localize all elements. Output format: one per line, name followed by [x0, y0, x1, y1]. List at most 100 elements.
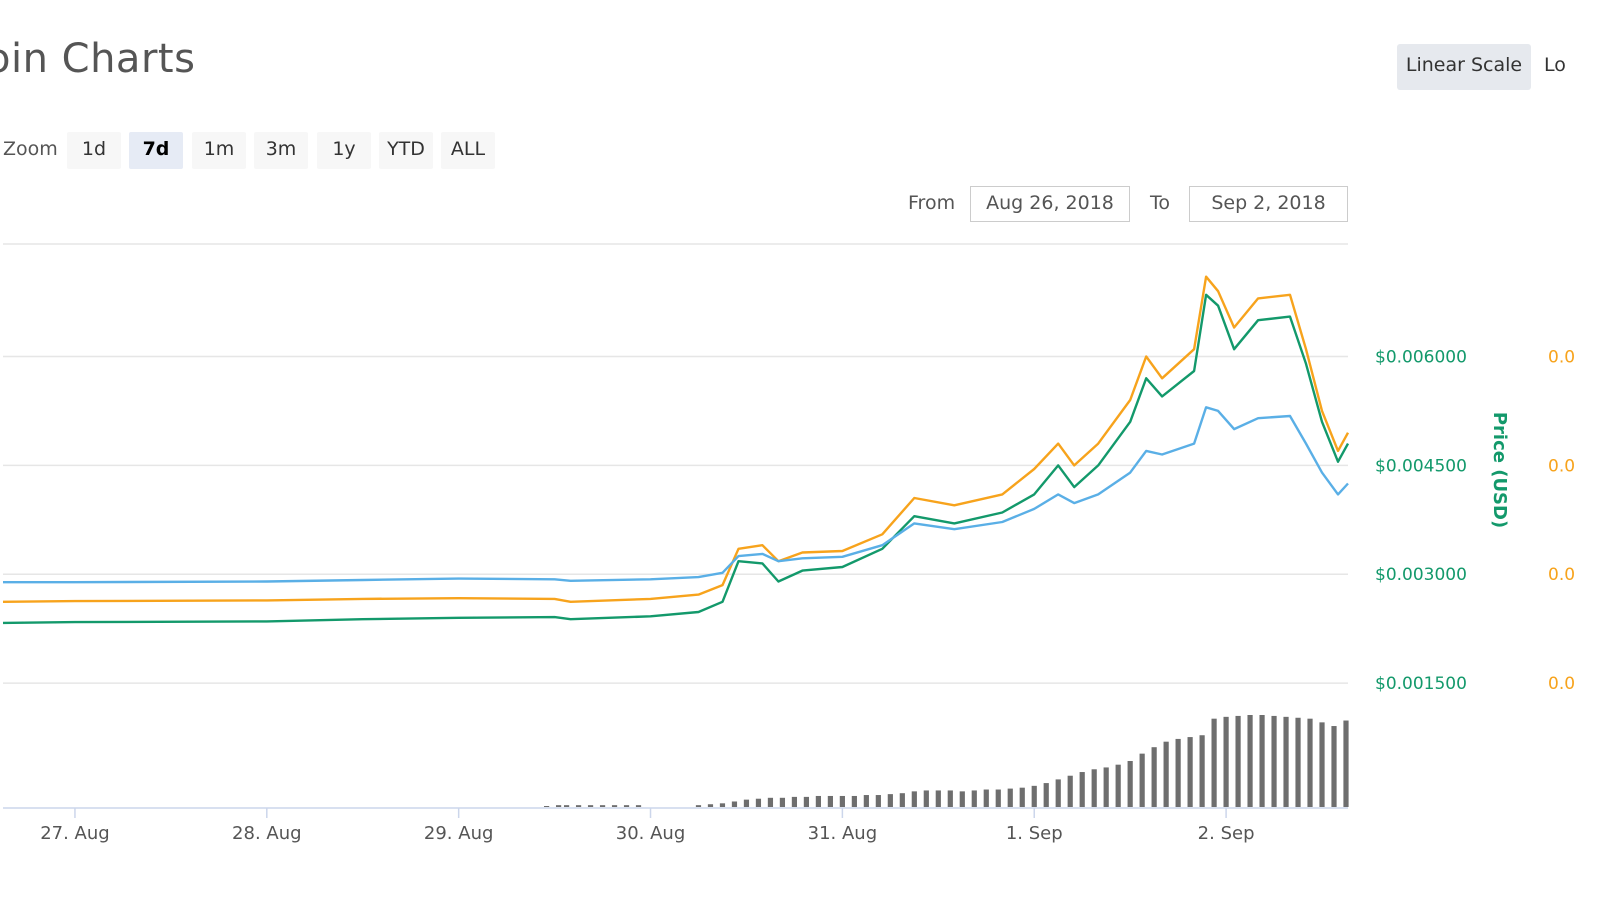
volume-bar — [1331, 726, 1337, 807]
volume-bar — [839, 795, 845, 807]
y-tick-label: $0.006000 — [1375, 348, 1467, 368]
volume-bar — [719, 803, 726, 807]
volume-bar — [899, 793, 905, 807]
volume-bar — [1343, 720, 1349, 807]
volume-bar — [1019, 787, 1025, 807]
volume-bar — [1103, 767, 1109, 807]
x-tick-label: 2. Sep — [1198, 823, 1255, 844]
x-tick-label: 1. Sep — [1006, 823, 1063, 844]
volume-bar — [863, 795, 869, 807]
y-axis-title: Price (USD) — [1489, 412, 1510, 528]
to-date-input[interactable]: Sep 2, 2018 — [1189, 186, 1348, 222]
volume-bar — [1271, 715, 1277, 807]
zoom-ytd-button[interactable]: YTD — [379, 132, 433, 169]
volume-bar — [1283, 716, 1289, 807]
volume-bar — [599, 805, 606, 807]
volume-bar — [731, 801, 738, 807]
volume-bar — [1223, 716, 1229, 807]
y-tick-label-secondary: 0.0 — [1548, 456, 1575, 476]
zoom-3m-button[interactable]: 3m — [254, 132, 308, 169]
volume-bar — [587, 805, 594, 807]
y-tick-label-secondary: 0.0 — [1548, 565, 1575, 585]
x-tick-label: 29. Aug — [424, 823, 494, 844]
volume-bar — [1235, 715, 1241, 807]
price-series-1 — [2, 293, 1350, 625]
volume-bar — [1151, 747, 1157, 807]
x-tick-label: 31. Aug — [808, 823, 878, 844]
volume-bar — [971, 790, 977, 807]
price-series-2 — [3, 406, 1349, 584]
volume-bar — [575, 805, 582, 807]
volume-bar — [1067, 775, 1073, 807]
volume-bar — [779, 797, 786, 807]
y-tick-label-secondary: 0.0 — [1548, 348, 1575, 368]
volume-bar — [1139, 753, 1145, 807]
volume-bar — [983, 789, 989, 807]
page-title: oin Charts — [0, 36, 196, 82]
volume-bar — [1247, 715, 1253, 807]
volume-bar — [743, 799, 750, 807]
volume-bar — [1043, 783, 1049, 807]
volume-bar — [1007, 788, 1013, 807]
y-axis: $0.006000 0.0 $0.004500 0.0 $0.003000 0.0 $0.0… — [1375, 348, 1575, 695]
zoom-all-button[interactable]: ALL — [441, 132, 495, 169]
x-tick-label: 27. Aug — [40, 823, 110, 844]
zoom-7d-button[interactable]: 7d — [129, 132, 183, 169]
volume-bar — [1319, 722, 1325, 807]
price-series-0 — [2, 275, 1350, 603]
to-label: To — [1150, 192, 1171, 214]
zoom-1m-button[interactable]: 1m — [192, 132, 246, 169]
volume-bar — [995, 789, 1001, 807]
zoom-label: Zoom — [3, 138, 58, 160]
volume-bar — [959, 791, 965, 807]
log-scale-button[interactable]: Lo — [1544, 54, 1566, 76]
volume-bar — [1055, 779, 1061, 807]
zoom-1y-button[interactable]: 1y — [317, 132, 371, 169]
volume-bar — [1259, 715, 1265, 807]
volume-bar — [755, 798, 762, 807]
volume-bar — [611, 805, 618, 807]
volume-bar — [815, 795, 821, 807]
volume-bar — [923, 790, 929, 807]
volume-bar — [851, 795, 857, 807]
y-tick-label: $0.003000 — [1375, 565, 1467, 585]
volume-bar — [875, 795, 881, 807]
volume-bar — [563, 805, 570, 807]
volume-bar — [827, 795, 833, 807]
grid-lines — [3, 243, 1348, 684]
x-axis: 27. Aug 28. Aug 29. Aug 30. Aug 31. Aug 1. Se… — [3, 807, 1348, 844]
volume-bar — [1307, 718, 1313, 807]
volume-bar — [623, 805, 630, 807]
volume-bar — [707, 804, 714, 807]
y-tick-label: $0.001500 — [1375, 674, 1467, 694]
linear-scale-button[interactable]: Linear Scale — [1397, 44, 1531, 90]
volume-bar — [1115, 764, 1121, 807]
volume-bar — [911, 791, 917, 807]
volume-bar — [635, 805, 642, 807]
volume-bar — [803, 796, 810, 807]
volume-bar — [555, 805, 562, 807]
volume-bar — [935, 790, 941, 807]
volume-bar — [887, 794, 893, 807]
price-lines — [2, 275, 1350, 625]
volume-bar — [1175, 738, 1181, 807]
x-tick-label: 28. Aug — [232, 823, 302, 844]
x-tick-label: 30. Aug — [616, 823, 686, 844]
from-date-input[interactable]: Aug 26, 2018 — [970, 186, 1130, 222]
volume-bar — [1187, 737, 1193, 807]
volume-bar — [543, 806, 550, 807]
volume-bar — [1199, 735, 1205, 807]
volume-bar — [767, 797, 774, 807]
y-tick-label: $0.004500 — [1375, 456, 1467, 476]
volume-bar — [1211, 718, 1217, 807]
volume-bar — [947, 790, 953, 807]
volume-bar — [1091, 769, 1097, 807]
volume-bar — [1031, 785, 1037, 807]
volume-bar — [1127, 761, 1133, 807]
volume-bar — [1079, 772, 1085, 807]
zoom-1d-button[interactable]: 1d — [67, 132, 121, 169]
volume-bars — [543, 715, 1349, 807]
y-tick-label-secondary: 0.0 — [1548, 674, 1575, 694]
from-label: From — [908, 192, 956, 214]
